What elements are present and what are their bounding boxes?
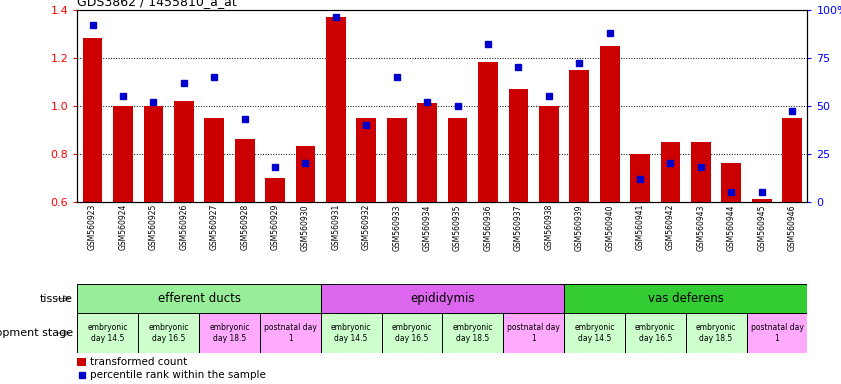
Bar [630,154,650,202]
Text: GSM560931: GSM560931 [331,204,341,250]
Text: epididymis: epididymis [410,292,474,305]
Bar [357,118,376,202]
Bar [564,284,807,313]
Text: embryonic
day 18.5: embryonic day 18.5 [452,323,493,343]
Text: GSM560934: GSM560934 [423,204,431,251]
Text: GSM560930: GSM560930 [301,204,310,251]
Bar [320,284,564,313]
Text: GSM560923: GSM560923 [88,204,97,250]
Bar [77,358,87,366]
Text: embryonic
day 16.5: embryonic day 16.5 [148,323,189,343]
Bar [509,89,528,202]
Text: GSM560936: GSM560936 [484,204,493,251]
Text: GSM560933: GSM560933 [392,204,401,251]
Text: vas deferens: vas deferens [648,292,723,305]
Bar [447,118,468,202]
Bar [442,313,503,353]
Bar [204,118,225,202]
Text: GSM560926: GSM560926 [179,204,188,250]
Bar [138,313,199,353]
Text: transformed count: transformed count [90,357,188,367]
Text: GSM560929: GSM560929 [271,204,279,250]
Text: GSM560944: GSM560944 [727,204,736,251]
Bar [752,199,772,202]
Bar [326,17,346,202]
Text: GSM560925: GSM560925 [149,204,158,250]
Bar [691,142,711,202]
Text: efferent ducts: efferent ducts [157,292,241,305]
Bar [199,313,260,353]
Text: postnatal day
1: postnatal day 1 [507,323,560,343]
Bar [685,313,747,353]
Bar [478,63,498,202]
Bar [320,313,382,353]
Bar [539,106,558,202]
Text: GSM560945: GSM560945 [757,204,766,251]
Text: GSM560927: GSM560927 [209,204,219,250]
Bar [174,101,193,202]
Bar [782,118,802,202]
Text: GSM560928: GSM560928 [241,204,249,250]
Bar [77,313,138,353]
Bar [660,142,680,202]
Text: GSM560946: GSM560946 [788,204,796,251]
Text: GSM560943: GSM560943 [696,204,706,251]
Text: embryonic
day 14.5: embryonic day 14.5 [574,323,615,343]
Text: percentile rank within the sample: percentile rank within the sample [90,370,266,380]
Text: embryonic
day 16.5: embryonic day 16.5 [392,323,432,343]
Bar [382,313,442,353]
Text: GSM560941: GSM560941 [636,204,644,250]
Text: GSM560935: GSM560935 [453,204,462,251]
Text: GSM560939: GSM560939 [574,204,584,251]
Text: GSM560942: GSM560942 [666,204,675,250]
Text: embryonic
day 14.5: embryonic day 14.5 [87,323,128,343]
Bar [747,313,807,353]
Text: postnatal day
1: postnatal day 1 [264,323,317,343]
Bar [722,163,741,202]
Text: tissue: tissue [40,293,73,304]
Text: embryonic
day 18.5: embryonic day 18.5 [696,323,737,343]
Text: GSM560924: GSM560924 [119,204,128,250]
Text: development stage: development stage [0,328,73,338]
Bar [600,46,620,202]
Bar [82,38,103,202]
Text: embryonic
day 16.5: embryonic day 16.5 [635,323,675,343]
Text: GDS3862 / 1455810_a_at: GDS3862 / 1455810_a_at [77,0,237,8]
Bar [265,178,285,202]
Bar [295,146,315,202]
Bar [113,106,133,202]
Bar [503,313,564,353]
Text: embryonic
day 18.5: embryonic day 18.5 [209,323,250,343]
Text: GSM560932: GSM560932 [362,204,371,250]
Text: postnatal day
1: postnatal day 1 [750,323,803,343]
Bar [569,70,590,202]
Bar [77,284,320,313]
Bar [564,313,625,353]
Text: GSM560940: GSM560940 [606,204,614,251]
Bar [235,139,255,202]
Bar [260,313,320,353]
Bar [417,103,437,202]
Text: embryonic
day 14.5: embryonic day 14.5 [331,323,372,343]
Text: GSM560937: GSM560937 [514,204,523,251]
Bar [144,106,163,202]
Text: GSM560938: GSM560938 [544,204,553,250]
Bar [625,313,685,353]
Bar [387,118,407,202]
